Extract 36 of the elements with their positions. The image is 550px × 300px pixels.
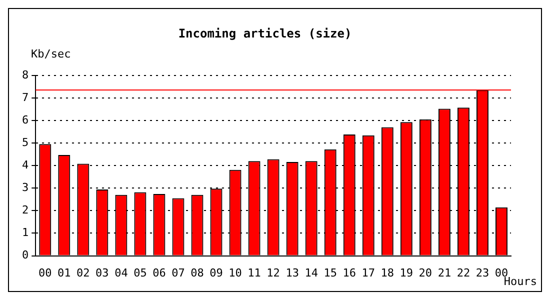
x-tick-label: 02 [76, 266, 90, 280]
x-tick-label: 23 [476, 266, 490, 280]
x-tick-label: 16 [342, 266, 356, 280]
x-tick-label: 04 [114, 266, 128, 280]
y-tick-label: 0 [22, 248, 29, 262]
x-tick-label: 22 [456, 266, 470, 280]
x-tick-label: 03 [96, 266, 109, 280]
x-tick-label: 06 [152, 266, 166, 280]
x-tick-label: 07 [172, 266, 185, 280]
x-tick-label: 12 [266, 266, 280, 280]
chart-title: Incoming articles (size) [178, 26, 352, 40]
y-tick-label: 5 [22, 136, 29, 149]
y-tick-label: 7 [22, 90, 29, 104]
x-tick-label: 10 [228, 266, 242, 280]
y-tick-label: 1 [22, 226, 29, 240]
x-tick-label: 00 [494, 266, 508, 280]
x-tick-label: 00 [38, 266, 52, 280]
x-tick-label: 15 [324, 266, 337, 280]
x-tick-label: 21 [438, 266, 452, 280]
x-tick-label: 08 [190, 266, 204, 280]
y-tick-label: 4 [22, 158, 29, 172]
x-tick-label: 11 [248, 266, 261, 280]
x-tick-label: 05 [134, 266, 147, 280]
x-tick-label: 01 [58, 266, 71, 280]
y-tick-label: 8 [22, 68, 29, 82]
x-tick-label: 09 [210, 266, 223, 280]
y-tick-label: 6 [22, 113, 29, 126]
y-tick-label: 2 [22, 204, 29, 217]
x-tick-label: 14 [304, 266, 318, 280]
y-tick-label: 3 [22, 181, 29, 194]
y-axis-title: Kb/sec [31, 47, 71, 60]
x-tick-label: 20 [418, 266, 432, 280]
x-tick-label: 13 [286, 266, 299, 280]
x-tick-label: 18 [380, 266, 394, 280]
x-tick-label: 17 [362, 266, 376, 280]
x-tick-label: 19 [400, 266, 414, 280]
